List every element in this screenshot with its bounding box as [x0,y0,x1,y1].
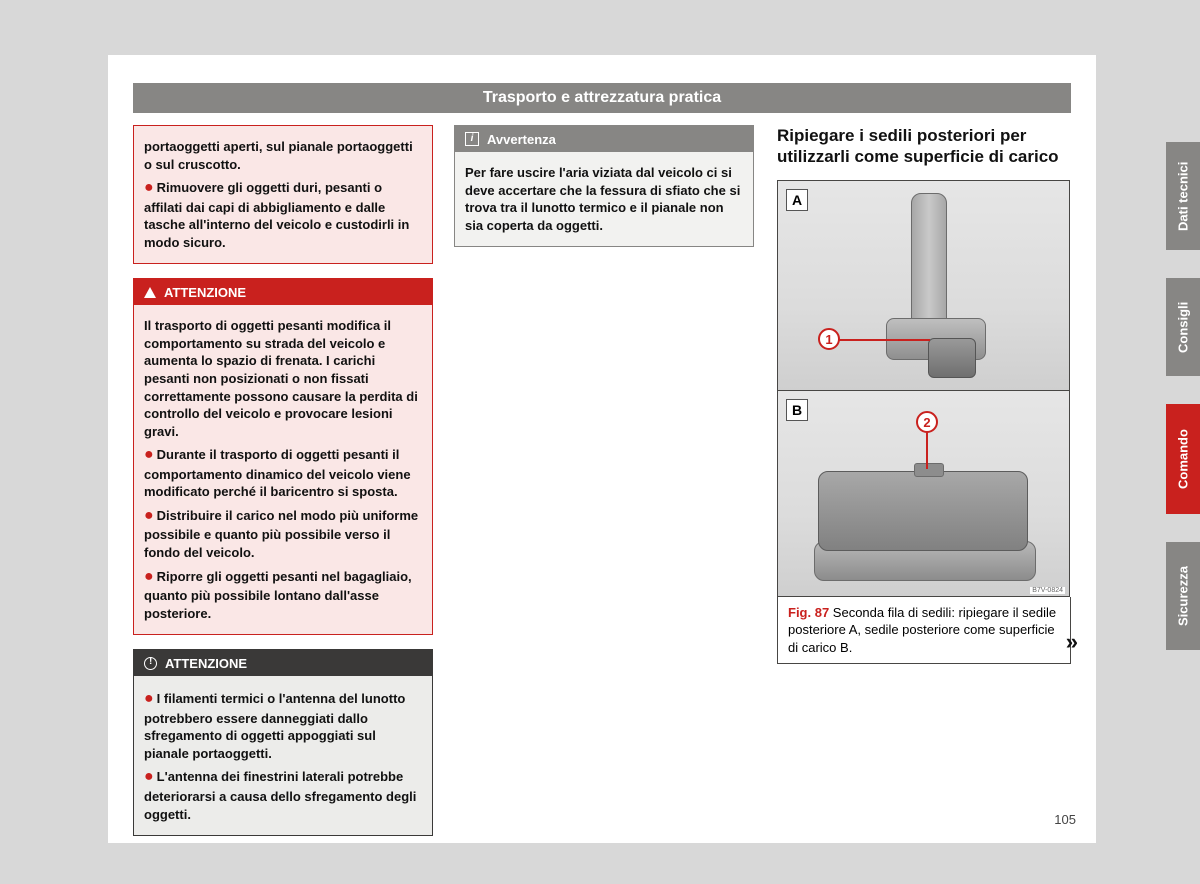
seat-backrest [911,193,947,325]
seat-illustration-upright [886,193,986,378]
callout-marker-1: 1 [818,328,840,350]
tab-dati-tecnici[interactable]: Dati tecnici [1166,142,1200,250]
paragraph: Per fare uscire l'aria viziata dal veico… [465,164,743,234]
caution-circle-icon [144,657,157,670]
tab-consigli[interactable]: Consigli [1166,278,1200,376]
warning-box-body: portaoggetti aperti, sul pianale portaog… [134,126,432,263]
box-body: ●I filamenti termici o l'antenna del lun… [134,676,432,835]
tab-label: Dati tecnici [1176,161,1191,230]
text: Riporre gli oggetti pesanti nel bagaglia… [144,569,412,621]
box-title: ATTENZIONE [164,285,246,300]
paragraph: ●Distribuire il carico nel modo più unif… [144,505,422,562]
paragraph: ●Durante il trasporto di oggetti pesanti… [144,444,422,501]
callout-leader-line [926,431,928,469]
seat-base [928,338,976,378]
side-tabs: Dati tecnici Consigli Comando Sicurezza [1166,142,1200,678]
figure-caption-text: Seconda fila di sedili: ripiegare il sed… [788,605,1056,655]
text: Distribuire il carico nel modo più unifo… [144,508,418,560]
continue-indicator-icon: » [1066,627,1078,657]
box-body: Per fare uscire l'aria viziata dal veico… [455,152,753,246]
paragraph: ●L'antenna dei finestrini laterali potre… [144,766,422,823]
paragraph: ●Rimuovere gli oggetti duri, pesanti o a… [144,177,422,251]
tab-label: Consigli [1176,301,1191,352]
panel-label: A [786,189,808,211]
seat-folded-flat [818,471,1028,551]
figure-panel-a: A 1 [778,181,1069,391]
panel-label: B [786,399,808,421]
callout-marker-2: 2 [916,411,938,433]
bullet-icon: ● [144,507,154,524]
attenzione-box-dark: ATTENZIONE ●I filamenti termici o l'ante… [133,649,433,836]
column-2: i Avvertenza Per fare uscire l'aria vizi… [454,125,754,261]
info-icon: i [465,132,479,146]
warning-triangle-icon [144,287,156,298]
bullet-icon: ● [144,690,154,707]
box-body: Il trasporto di oggetti pesanti modifica… [134,305,432,634]
paragraph: portaoggetti aperti, sul pianale portaog… [144,138,422,173]
bullet-icon: ● [144,568,154,585]
callout-leader-line [838,339,930,341]
box-header: ATTENZIONE [134,279,432,305]
text: Durante il trasporto di oggetti pesanti … [144,447,411,499]
text: Rimuovere gli oggetti duri, pesanti o af… [144,180,409,250]
section-header-text: Trasporto e attrezzatura pratica [483,89,721,106]
figure-number: Fig. 87 [788,605,829,620]
figure-code: B7V-0824 [1030,587,1065,594]
bullet-icon: ● [144,768,154,785]
tab-sicurezza[interactable]: Sicurezza [1166,542,1200,650]
bullet-icon: ● [144,179,154,196]
tab-label: Sicurezza [1176,566,1191,626]
tab-comando[interactable]: Comando [1166,404,1200,514]
seat-release-handle [914,463,944,477]
avvertenza-box: i Avvertenza Per fare uscire l'aria vizi… [454,125,754,247]
bullet-icon: ● [144,446,154,463]
page-number: 105 [1054,812,1076,827]
attenzione-box-red: ATTENZIONE Il trasporto di oggetti pesan… [133,278,433,635]
box-header: i Avvertenza [455,126,753,152]
box-title: ATTENZIONE [165,656,247,671]
section-header: Trasporto e attrezzatura pratica [133,83,1071,113]
box-header: ATTENZIONE [134,650,432,676]
paragraph: Il trasporto di oggetti pesanti modifica… [144,317,422,440]
box-title: Avvertenza [487,132,556,147]
figure-caption: Fig. 87 Seconda fila di sedili: ripiegar… [777,597,1071,665]
paragraph: ●I filamenti termici o l'antenna del lun… [144,688,422,762]
text: L'antenna dei finestrini laterali potreb… [144,769,416,821]
page: Trasporto e attrezzatura pratica portaog… [108,55,1096,843]
subsection-title: Ripiegare i sedili posteriori per utiliz… [777,125,1071,168]
warning-box-continued: portaoggetti aperti, sul pianale portaog… [133,125,433,264]
paragraph: ●Riporre gli oggetti pesanti nel bagagli… [144,566,422,623]
figure-panel-b: B 2 B7V-0824 [778,391,1069,596]
column-3: Ripiegare i sedili posteriori per utiliz… [777,125,1071,664]
figure-87: A 1 B 2 B7V-0824 [777,180,1070,597]
text: I filamenti termici o l'antenna del luno… [144,691,405,761]
column-1: portaoggetti aperti, sul pianale portaog… [133,125,433,850]
tab-label: Comando [1176,429,1191,489]
